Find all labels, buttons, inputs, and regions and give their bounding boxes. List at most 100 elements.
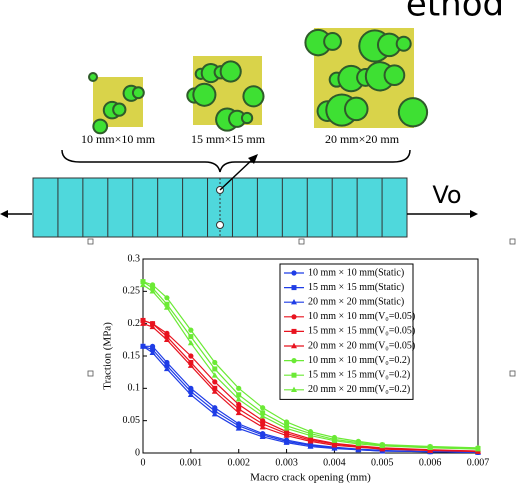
inclusion [399,99,427,126]
inclusion [94,120,107,133]
marker [260,421,266,427]
marker [140,281,146,288]
marker [236,401,242,408]
marker [291,328,297,334]
y-tick-label: 0.05 [123,415,141,426]
series-line [142,345,479,453]
inclusion [90,74,96,80]
inclusion [221,62,240,81]
y-tick-label: 0 [135,447,140,458]
inclusion [339,66,363,91]
marker [212,379,218,385]
marker [149,323,156,330]
marker [291,270,297,276]
marker [291,314,297,320]
handles [87,238,516,377]
marker [307,438,314,444]
marker [259,433,266,440]
marker [150,321,156,327]
inclusion [345,98,367,120]
marker [140,343,146,349]
marker [291,342,297,349]
marker [164,301,170,307]
cut-title: ethod [406,0,504,25]
marker [187,339,194,346]
series-line [143,345,479,453]
marker [149,349,156,355]
series-line [142,319,479,452]
marker [307,432,314,438]
brace [61,149,411,173]
marker [283,419,290,425]
image-label: 20 mm×20 mm [325,132,400,146]
series-line [142,281,479,449]
x-tick-label: 0.004 [323,457,346,468]
marker [379,442,386,449]
inclusion [133,88,143,98]
marker [355,443,362,450]
link-arrow [219,157,255,191]
arrow-head [0,210,8,218]
y-tick-label: 0.25 [123,286,141,297]
arrow-head [470,210,478,218]
marker [379,445,386,452]
legend-label: 15 mm × 15 mm(V₀=0.05) [308,326,415,337]
x-tick-label: 0.003 [275,457,298,468]
marker [188,327,194,333]
series-line [142,323,479,453]
legend-label: 20 mm × 20 mm(V₀=0.2) [308,384,410,395]
micro-images [88,28,429,135]
x-tick-label: 0 [141,457,146,468]
x-tick-label: 0.002 [227,457,250,468]
marker [291,285,297,291]
marker [331,445,338,451]
marker [211,411,218,417]
y-tick-label: 0.15 [123,350,141,361]
marker [236,406,242,412]
legend-label: 15 mm × 15 mm(V₀=0.2) [308,369,410,380]
legend-label: 10 mm × 10 mm(V₀=0.2) [308,355,410,366]
y-axis-label: Traction (MPa) [102,322,114,390]
inclusion [194,84,215,105]
x-tick-label: 0.005 [371,457,394,468]
marker [188,389,194,395]
x-tick-label: 0.001 [180,457,203,468]
marker [163,365,170,372]
x-tick-label: 0.007 [467,457,490,468]
marker [188,359,194,365]
legend-label: 10 mm × 10 mm(Static) [308,267,404,278]
y-tick-label: 0.3 [128,253,141,264]
marker [475,445,481,452]
inclusion [385,66,404,85]
marker [212,385,218,391]
marker [355,440,362,447]
marker [164,295,170,301]
inclusion [378,34,400,56]
marker [164,363,170,369]
marker [149,288,156,294]
marker [283,439,290,445]
marker [291,372,297,378]
chart: 0 0.001 0.002 0.003 0.004 0.005 0.006 0.007 0 0.0… [102,253,490,483]
marker [187,362,194,368]
inclusion [244,87,263,106]
y-tick-label: 0.1 [128,383,141,394]
marker [259,423,266,430]
marker [235,409,242,416]
arrow-head [248,154,258,164]
marker [291,299,297,305]
marker [188,334,194,340]
inclusion [306,30,330,55]
marker [259,412,266,419]
marker [236,392,242,398]
x-axis-label: Macro crack opening (mm) [250,472,371,484]
marker [140,317,146,323]
inclusion [397,37,410,50]
inclusion [114,104,125,115]
marker [291,386,297,392]
marker [331,442,338,448]
legend-label: 10 mm × 10 mm(V₀=0.05) [308,311,415,322]
bar-divisions [57,178,383,237]
image-label: 15 mm×15 mm [191,132,266,146]
